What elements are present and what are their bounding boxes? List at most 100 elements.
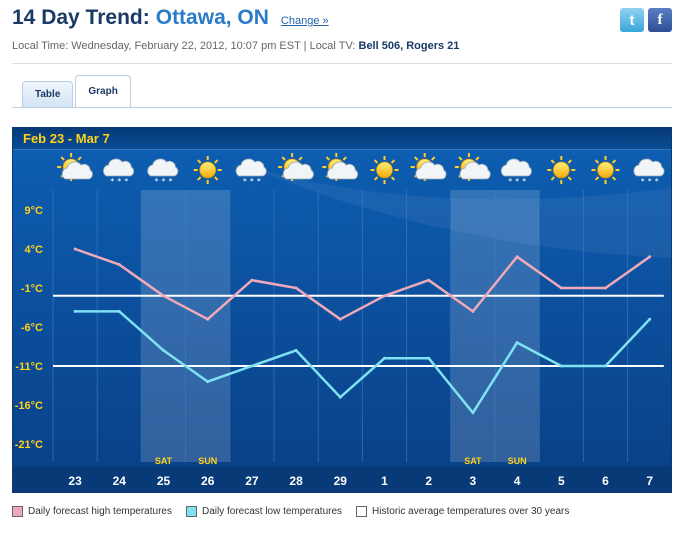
legend-item-low: Daily forecast low temperatures: [185, 506, 342, 517]
y-tick-label: -16°C: [15, 400, 43, 412]
high-temp-point: [294, 286, 298, 290]
partly-cloudy-icon: [322, 153, 359, 181]
weekend-label: SUN: [198, 456, 217, 466]
x-tick-label: 29: [334, 474, 348, 488]
high-temp-point: [471, 309, 475, 313]
sun-icon: [547, 156, 576, 184]
svg-text:*: *: [162, 177, 166, 186]
chart-background: [13, 128, 671, 492]
legend-label-high: Daily forecast high temperatures: [28, 506, 172, 517]
local-tv-link[interactable]: Bell 506, Rogers 21: [358, 40, 460, 52]
svg-text:*: *: [508, 177, 512, 186]
x-tick-label: 1: [381, 474, 388, 488]
y-tick-label: -21°C: [15, 439, 43, 451]
tab-baseline: [12, 107, 672, 108]
view-tabs: Table Graph: [22, 75, 131, 107]
low-temp-point: [162, 348, 165, 352]
legend-label-historic: Historic average temperatures over 30 ye…: [372, 506, 570, 517]
high-temp-point: [559, 286, 563, 290]
chart-title: Feb 23 - Mar 7: [23, 131, 110, 146]
legend-swatch-historic: [356, 506, 368, 517]
local-time-text: Local Time: Wednesday, February 22, 2012…: [12, 40, 356, 52]
x-tick-label: 28: [289, 474, 303, 488]
low-temp-point: [294, 348, 298, 352]
tab-table[interactable]: Table: [22, 81, 74, 107]
snow-icon: * * *: [147, 158, 179, 186]
low-temp-point: [73, 309, 77, 313]
legend-item-high: Daily forecast high temperatures: [12, 506, 172, 517]
snow-icon: * * *: [500, 158, 532, 186]
page-header: 14 Day Trend: Ottawa, ON Change » Local …: [12, 6, 672, 64]
weekend-band: [185, 190, 230, 462]
high-temp-point: [250, 278, 254, 282]
svg-text:*: *: [522, 177, 526, 186]
facebook-icon[interactable]: f: [648, 8, 672, 32]
local-info: Local Time: Wednesday, February 22, 2012…: [12, 40, 459, 52]
high-temp-point: [604, 286, 607, 290]
partly-cloudy-icon: [57, 153, 93, 181]
high-temp-point: [206, 317, 210, 321]
x-tick-label: 5: [558, 474, 565, 488]
sun-icon: [370, 156, 399, 184]
svg-text:*: *: [155, 177, 159, 186]
high-temp-point: [162, 294, 165, 298]
x-tick-label: 24: [113, 474, 127, 488]
high-temp-point: [427, 278, 431, 282]
sun-icon: [591, 156, 620, 184]
tab-graph[interactable]: Graph: [75, 75, 131, 107]
low-temp-point: [427, 356, 431, 360]
x-tick-label: 27: [245, 474, 259, 488]
page-title: 14 Day Trend:: [12, 6, 150, 29]
x-tick-label: 6: [602, 474, 609, 488]
twitter-icon[interactable]: t: [620, 8, 644, 32]
date-bar: [13, 466, 671, 492]
snow-icon: * * *: [103, 158, 135, 186]
partly-cloudy-icon: [454, 153, 491, 181]
x-tick-label: 25: [157, 474, 171, 488]
weekend-band: [495, 190, 540, 462]
x-tick-label: 2: [425, 474, 432, 488]
legend-swatch-high: [12, 506, 23, 517]
low-temp-point: [471, 411, 475, 415]
low-temp-point: [250, 364, 254, 368]
weekend-label: SAT: [155, 456, 173, 466]
y-tick-label: -1°C: [21, 283, 43, 295]
low-temp-point: [515, 341, 519, 345]
high-temp-point: [515, 255, 519, 259]
header-divider: [12, 63, 672, 64]
x-tick-label: 7: [646, 474, 653, 488]
y-tick-label: 4°C: [25, 244, 44, 256]
y-tick-label: -11°C: [15, 361, 43, 373]
social-buttons: t f: [620, 8, 672, 32]
x-tick-label: 26: [201, 474, 215, 488]
svg-text:*: *: [655, 177, 659, 186]
chart-legend: Daily forecast high temperatures Daily f…: [12, 506, 569, 517]
high-temp-point: [338, 317, 342, 321]
low-temp-point: [559, 364, 563, 368]
high-temp-point: [73, 247, 77, 251]
low-temp-point: [383, 356, 386, 360]
high-temp-point: [117, 263, 121, 267]
svg-text:*: *: [641, 177, 645, 186]
y-tick-label: 9°C: [25, 205, 44, 217]
svg-text:*: *: [515, 177, 519, 186]
svg-text:*: *: [169, 177, 173, 186]
low-temp-point: [648, 317, 652, 321]
low-temp-point: [604, 364, 607, 368]
chart-title-bar: Feb 23 - Mar 7: [13, 128, 671, 150]
low-temp-line: [75, 310, 651, 415]
weekend-label: SAT: [464, 456, 482, 466]
change-location-link[interactable]: Change »: [280, 15, 329, 27]
legend-swatch-low: [185, 506, 197, 517]
high-temp-point: [383, 294, 386, 298]
svg-text:*: *: [648, 177, 652, 186]
partly-cloudy-icon: [278, 153, 314, 181]
high-temp-line: [74, 247, 651, 321]
low-temp-point: [117, 309, 121, 313]
y-tick-label: -6°C: [21, 322, 43, 334]
snow-icon: * * *: [235, 158, 267, 186]
x-tick-label: 4: [514, 474, 521, 488]
legend-item-historic: Historic average temperatures over 30 ye…: [356, 506, 569, 517]
low-temp-point: [338, 395, 342, 399]
high-temp-point: [648, 255, 652, 259]
